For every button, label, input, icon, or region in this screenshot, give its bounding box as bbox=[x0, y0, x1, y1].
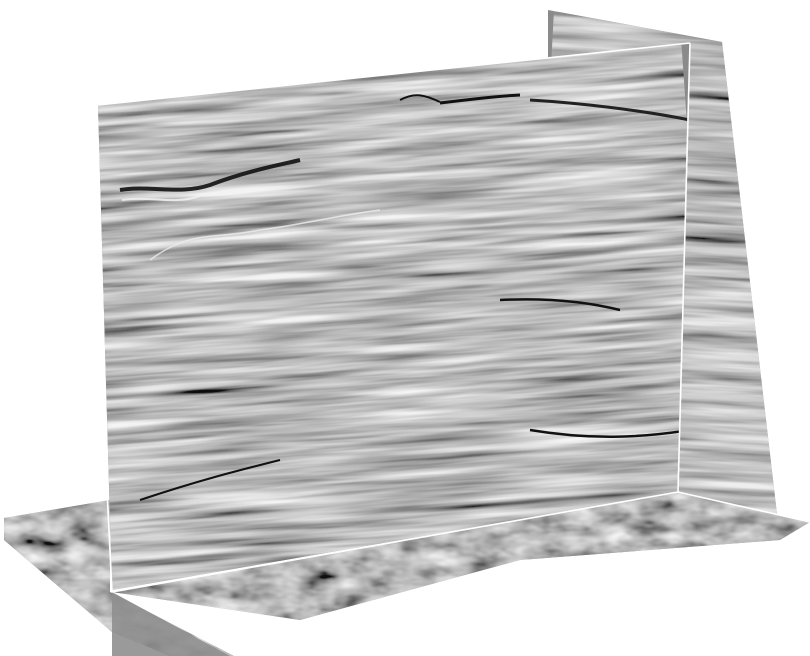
inline-section bbox=[98, 43, 690, 590]
section-frame bbox=[97, 42, 810, 593]
